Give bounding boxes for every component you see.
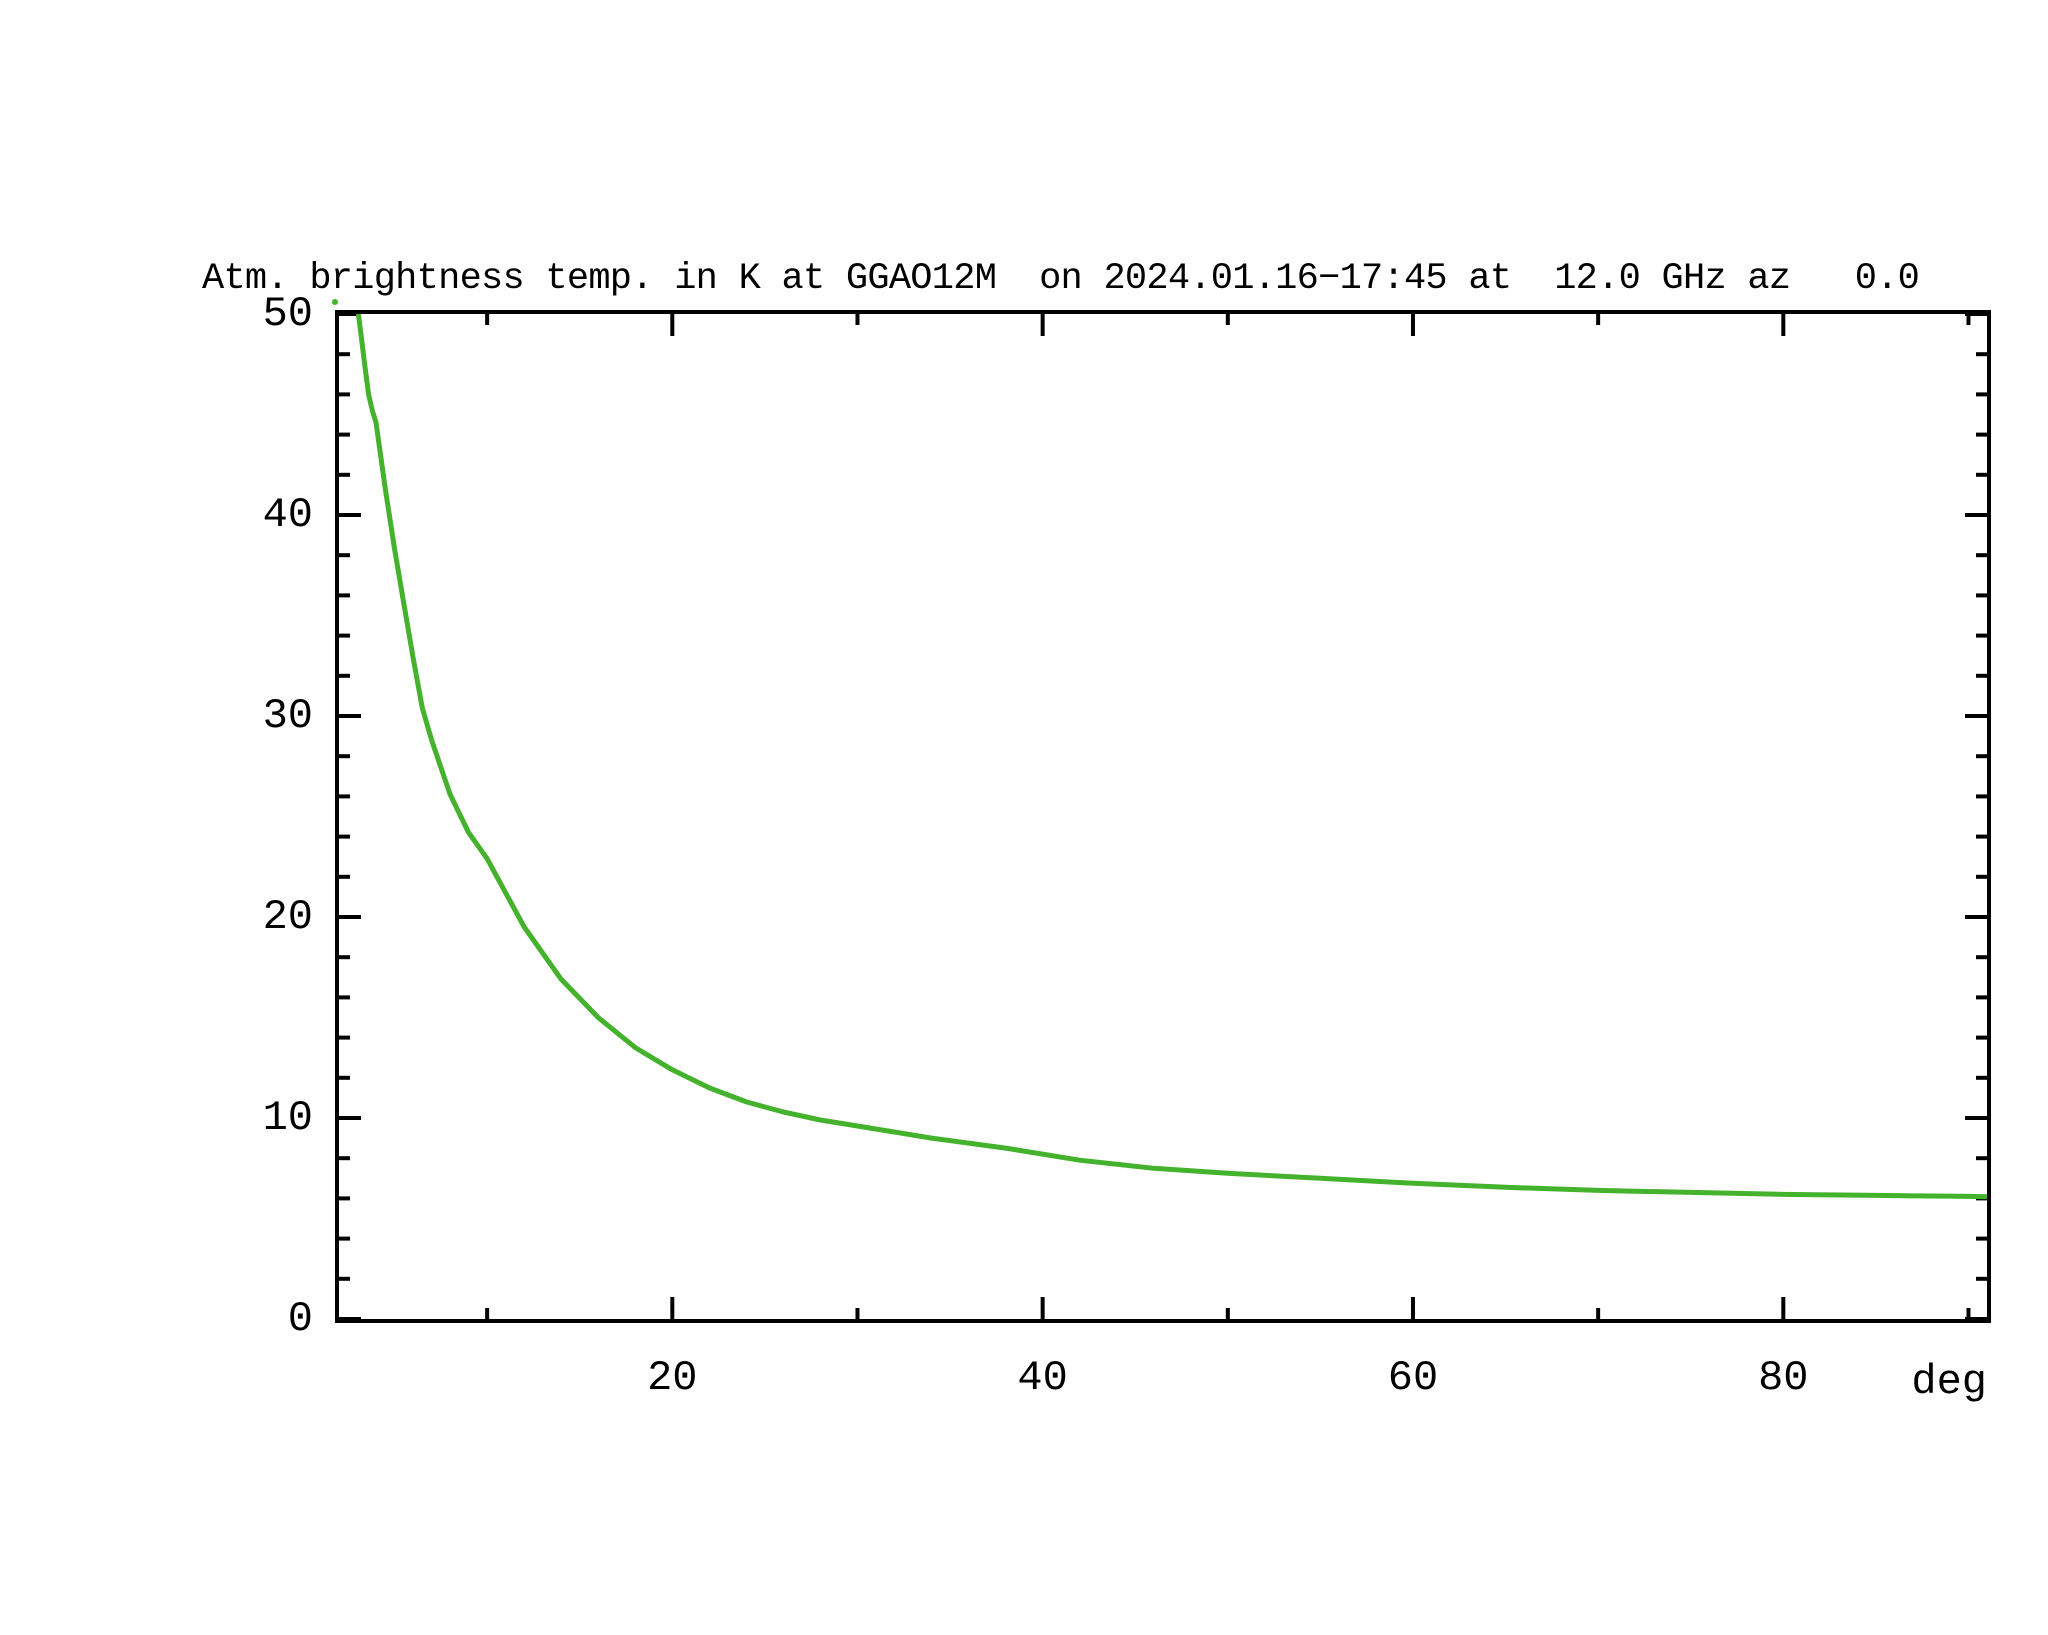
plot-frame <box>335 310 1991 1323</box>
series-atm-brightness-temperature <box>355 314 1987 1200</box>
y-tick-label-50: 50 <box>262 290 313 338</box>
x-tick-label-40: 40 <box>1017 1354 1068 1402</box>
y-tick-label-40: 40 <box>262 491 313 539</box>
y-tick-label-20: 20 <box>262 893 313 941</box>
clipped-data-point <box>332 298 339 305</box>
x-tick-label-80: 80 <box>1758 1354 1809 1402</box>
y-tick-label-30: 30 <box>262 692 313 740</box>
plot-svg <box>339 314 1987 1319</box>
y-tick-label-0: 0 <box>287 1295 313 1343</box>
x-axis-unit-label: deg <box>1911 1358 1987 1406</box>
y-tick-label-10: 10 <box>262 1094 313 1142</box>
x-tick-label-20: 20 <box>647 1354 698 1402</box>
x-tick-label-60: 60 <box>1387 1354 1439 1402</box>
chart-title: Atm. brightness temp. in K at GGAO12M on… <box>202 258 1920 300</box>
